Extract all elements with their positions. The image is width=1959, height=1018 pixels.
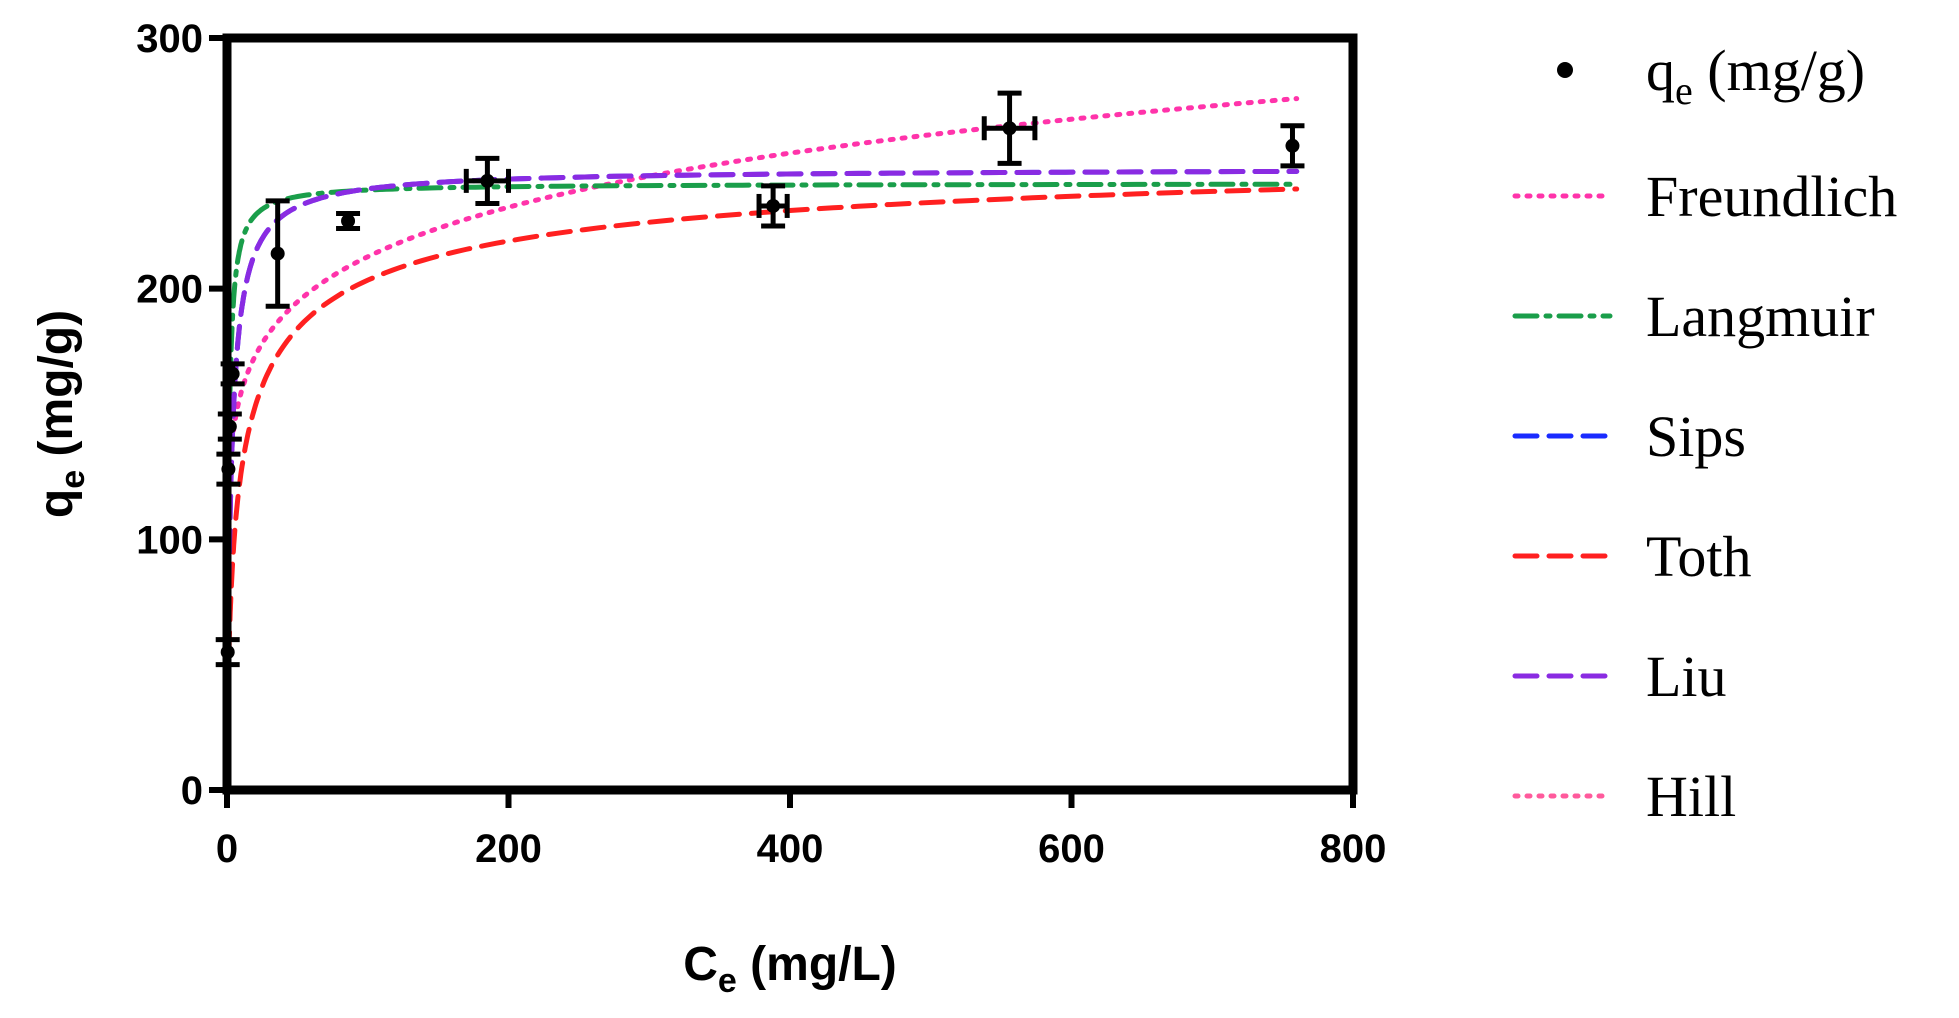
data-marker — [1002, 121, 1017, 136]
y-tick-label: 0 — [181, 769, 203, 813]
y-tick-label: 100 — [136, 518, 203, 562]
data-points — [215, 90, 1305, 668]
legend-label-langmuir: Langmuir — [1646, 284, 1875, 349]
y-tick-label: 200 — [136, 268, 203, 312]
data-marker — [480, 173, 495, 188]
legend-label-sips: Sips — [1646, 404, 1746, 469]
x-tick-label: 800 — [1320, 827, 1387, 871]
fit-curve-langmuir — [224, 181, 1300, 793]
legend-label-freundlich: Freundlich — [1646, 164, 1897, 229]
fit-curve-freundlich — [224, 96, 1300, 793]
data-point — [981, 90, 1038, 166]
legend-label-liu: Liu — [1646, 644, 1727, 709]
legend-marker-data — [1557, 62, 1573, 78]
data-point — [1280, 123, 1305, 169]
plot-frame — [222, 33, 1358, 795]
data-marker — [766, 198, 781, 213]
data-point — [265, 198, 290, 309]
y-tick-label: 300 — [136, 17, 203, 61]
data-point — [336, 210, 361, 232]
y-axis-title: qe (mg/g) — [30, 310, 92, 518]
data-point — [463, 155, 511, 206]
data-marker — [270, 246, 285, 261]
x-tick-label: 400 — [757, 827, 824, 871]
legend-label-toth: Toth — [1646, 524, 1752, 589]
x-axis-title: Ce (mg/L) — [683, 938, 897, 1000]
legend-label-data: qe (mg/g) — [1646, 38, 1865, 113]
x-axis: 0 200 400 600 800 — [216, 790, 1387, 871]
data-marker — [1285, 138, 1300, 153]
fit-curve-sips — [224, 168, 1300, 793]
x-tick-label: 0 — [216, 827, 238, 871]
x-tick-label: 600 — [1038, 827, 1105, 871]
legend-label-hill: Hill — [1646, 764, 1736, 829]
fit-curve-liu — [224, 168, 1300, 793]
fit-curve-toth — [224, 186, 1300, 793]
legend: qe (mg/g) Freundlich Langmuir Sips Toth Liu H… — [1512, 38, 1897, 829]
y-axis: 0 100 200 300 — [136, 17, 227, 813]
data-point — [756, 183, 790, 229]
data-marker — [341, 213, 356, 228]
fit-curves — [224, 96, 1300, 793]
x-tick-label: 200 — [475, 827, 542, 871]
